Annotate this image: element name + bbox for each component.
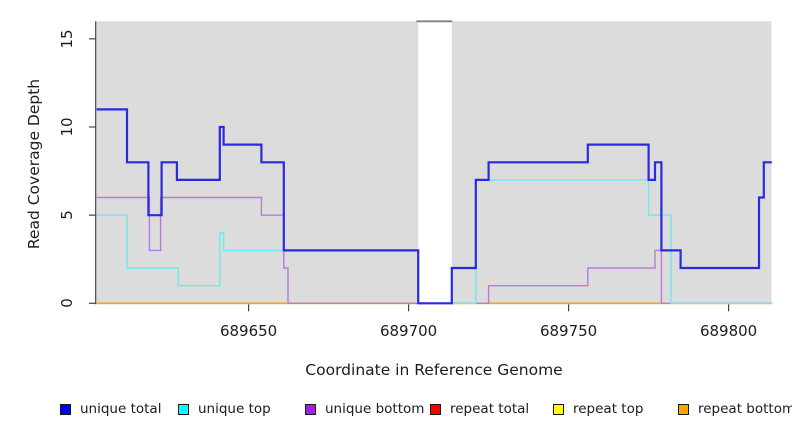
unique-bottom-swatch-icon: [305, 403, 316, 415]
y-tick-label: 10: [58, 117, 76, 137]
legend-item-repeat-total: repeat total: [430, 398, 529, 420]
y-tick-label: 5: [58, 210, 76, 220]
legend-item-unique-total: unique total: [60, 398, 161, 420]
y-tick-label: 15: [58, 29, 76, 49]
legend-item-repeat-bottom: repeat bottom: [678, 398, 792, 420]
y-tick-label: 0: [58, 298, 76, 309]
x-tick-label: 689750: [539, 322, 598, 340]
series-line-unique-bottom: [96, 196, 772, 304]
x-tick-label: 689650: [219, 322, 278, 340]
legend-item-unique-bottom: unique bottom: [305, 398, 424, 420]
x-axis-title: Coordinate in Reference Genome: [305, 361, 563, 379]
x-tick-label: 689800: [699, 322, 758, 340]
series-line-unique-total: [96, 108, 772, 305]
legend-label: unique total: [80, 401, 162, 417]
legend-label: unique bottom: [325, 401, 425, 417]
legend-label: repeat total: [450, 401, 530, 417]
y-axis-title: Read Coverage Depth: [25, 78, 43, 250]
legend-label: repeat top: [573, 401, 644, 417]
legend: unique total unique top unique bottom re…: [0, 398, 792, 422]
unique-top-swatch-icon: [178, 403, 189, 415]
unique-total-swatch-icon: [60, 403, 71, 415]
repeat-total-swatch-icon: [430, 403, 441, 415]
legend-label: repeat bottom: [698, 401, 792, 417]
repeat-top-swatch-icon: [553, 403, 564, 415]
legend-label: unique top: [198, 401, 271, 417]
legend-item-unique-top: unique top: [178, 398, 271, 420]
x-tick-label: 689700: [379, 322, 438, 340]
repeat-bottom-swatch-icon: [678, 403, 689, 415]
legend-item-repeat-top: repeat top: [553, 398, 643, 420]
coverage-gap-region: [418, 21, 452, 305]
